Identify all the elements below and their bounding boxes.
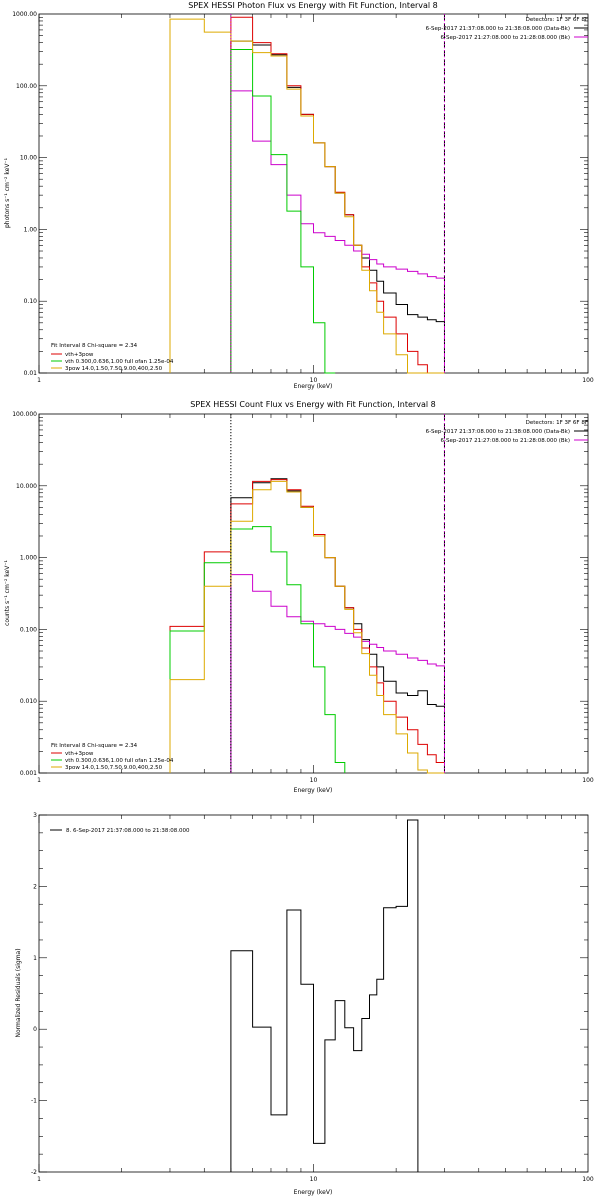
background-interval-label: 6-Sep-2017 21:27:08.000 to 21:28:08.000 … <box>441 35 571 41</box>
residuals-y-axis-label: Normalized Residuals (sigma) <box>15 948 22 1037</box>
count-flux-x-axis-label: Energy (keV) <box>294 787 333 794</box>
x-tick-label: 1 <box>37 377 41 384</box>
3pow-series <box>169 480 445 774</box>
detectors-label: Detectors: 1F 3F 6F 8F <box>526 17 588 23</box>
fit-legend-item-vth: vth 0.300,0.636,1.00 full ofan 1.25e-04 <box>65 758 174 764</box>
y-tick-label: 100.000 <box>12 411 37 418</box>
count-flux-y-axis-label: counts s⁻¹ cm⁻² keV⁻¹ <box>4 560 11 626</box>
y-tick-label: 0.01 <box>24 370 38 377</box>
y-tick-label: 0.010 <box>20 698 37 705</box>
vth-series <box>169 526 346 773</box>
count-flux-plot-area: 1 10 100 0.001 0.010 0.100 1.000 10.000 100.000 <box>12 411 594 784</box>
residual-series <box>230 819 419 1172</box>
background-interval-label: 6-Sep-2017 21:27:08.000 to 21:28:08.000 … <box>441 438 571 444</box>
y-tick-label: -2 <box>31 1169 37 1176</box>
photon-flux-plot-area: 1 10 100 0.01 0.10 1.00 10.00 100.00 1000.00 <box>12 11 594 384</box>
x-tick-label: 100 <box>582 1176 594 1183</box>
x-tick-label: 10 <box>310 777 318 784</box>
fit-legend-item-total: vth+3pow <box>65 751 94 757</box>
3pow-series <box>169 18 445 374</box>
background-series <box>230 574 445 773</box>
x-tick-label: 10 <box>310 377 318 384</box>
fit-legend-item-3pow: 3pow 14.0,1.50,7.50,9.00,400,2.50 <box>65 366 163 372</box>
fit-legend-header: Fit Interval 8 Chi-square = 2.34 <box>51 343 138 349</box>
fit-legend-header: Fit Interval 8 Chi-square = 2.34 <box>51 743 138 749</box>
data-interval-label: 6-Sep-2017 21:37:08.000 to 21:38:08.000 … <box>426 26 570 32</box>
y-tick-label: 0.001 <box>20 770 37 777</box>
y-tick-label: 2 <box>33 883 37 890</box>
y-tick-label: 0 <box>33 1026 37 1033</box>
y-tick-label: 1000.00 <box>12 11 37 18</box>
y-tick-label: 0.100 <box>20 626 37 633</box>
y-tick-label: -1 <box>31 1098 37 1105</box>
y-tick-label: 1.00 <box>24 226 38 233</box>
y-tick-label: 100.00 <box>16 83 37 90</box>
vth-3pow-series <box>169 479 445 773</box>
residuals-legend-label: 8. 6-Sep-2017 21:37:08.000 to 21:38:08.0… <box>66 828 190 834</box>
vth-series <box>230 49 336 374</box>
photon-flux-x-axis-label: Energy (keV) <box>294 383 333 390</box>
y-tick-label: 10.00 <box>20 155 37 162</box>
y-tick-label: 10.000 <box>16 483 37 490</box>
x-tick-label: 1 <box>37 1176 41 1183</box>
data-interval-label: 6-Sep-2017 21:37:08.000 to 21:38:08.000 … <box>426 429 570 435</box>
fit-legend-item-total: vth+3pow <box>65 352 94 358</box>
residuals-plot-area: 1 10 100 -2 -1 0 1 2 3 <box>31 812 594 1183</box>
photon-flux-panel: SPEX HESSI Photon Flux vs Energy with Fi… <box>4 1 594 390</box>
y-tick-label: 0.10 <box>24 298 38 305</box>
x-tick-label: 10 <box>310 1176 318 1183</box>
x-tick-label: 100 <box>582 377 594 384</box>
y-tick-label: 1 <box>33 955 37 962</box>
x-tick-label: 100 <box>582 777 594 784</box>
photon-flux-y-axis-label: photons s⁻¹ cm⁻² keV⁻¹ <box>4 157 11 228</box>
count-flux-panel: SPEX HESSI Count Flux vs Energy with Fit… <box>4 400 594 794</box>
y-tick-label: 1.000 <box>20 555 37 562</box>
fit-legend-item-3pow: 3pow 14.0,1.50,7.50,9.00,400,2.50 <box>65 765 163 771</box>
residuals-x-axis-label: Energy (keV) <box>294 1189 333 1196</box>
residuals-panel: Normalized Residuals (sigma) Energy (keV… <box>15 812 594 1196</box>
count-flux-title: SPEX HESSI Count Flux vs Energy with Fit… <box>190 400 435 409</box>
x-tick-label: 1 <box>37 777 41 784</box>
fit-legend-item-vth: vth 0.300,0.636,1.00 full ofan 1.25e-04 <box>65 359 174 365</box>
photon-flux-title: SPEX HESSI Photon Flux vs Energy with Fi… <box>188 1 438 10</box>
detectors-label: Detectors: 1F 3F 6F 8F <box>526 420 588 426</box>
y-tick-label: 3 <box>33 812 37 819</box>
